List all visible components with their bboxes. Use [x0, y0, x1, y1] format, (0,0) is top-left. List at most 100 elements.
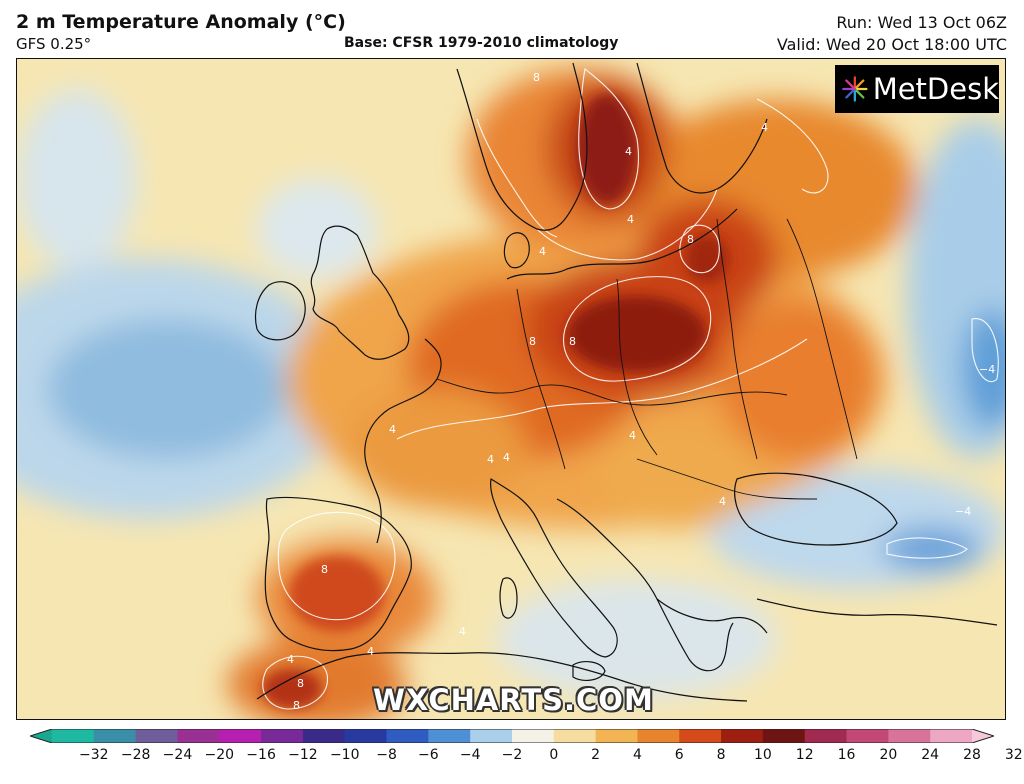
- contour-central-4: [396, 338, 808, 440]
- contour-label: 4: [287, 653, 294, 666]
- contour-label: 8: [529, 335, 536, 348]
- balkans-warm: [597, 429, 757, 529]
- belarus-hot-core: [685, 235, 729, 283]
- color-scale-segment: [344, 729, 388, 743]
- contour-baltic-4: [536, 188, 718, 261]
- color-scale-tick-label: 16: [837, 747, 856, 763]
- anomaly-map[interactable]: 8 4 4 8 8 4 8 4 4 4 4 4 8 −4 4 4 4 8 8 −…: [16, 58, 1006, 720]
- color-scale-tick-label: −6: [418, 747, 439, 763]
- color-scale-segment: [846, 729, 889, 743]
- contour-lines: [262, 67, 999, 710]
- finland-coast: [636, 62, 768, 194]
- color-scale-segment: [135, 729, 178, 743]
- sardinia-coast: [499, 577, 518, 619]
- black-sea-coast: [734, 472, 898, 546]
- border-line-3: [616, 278, 658, 456]
- poland-hot-core: [567, 296, 707, 372]
- color-scale-tip-right: [972, 729, 994, 743]
- metdesk-starburst-icon: [842, 76, 868, 102]
- contour-label: −4: [979, 363, 995, 376]
- color-scale-segment: [219, 729, 262, 743]
- color-scale-tick-label: 20: [879, 747, 898, 763]
- france-coast: [364, 338, 442, 544]
- color-scale-segment: [721, 729, 764, 743]
- contour-north-russia: [756, 98, 829, 194]
- color-scale-segment: [930, 729, 973, 743]
- contour-belarus: [679, 224, 720, 274]
- contour-label: 8: [297, 677, 304, 690]
- contour-label: 4: [761, 121, 768, 134]
- iberia-hot-core: [289, 556, 385, 632]
- contour-label: 4: [389, 423, 396, 436]
- color-scale-tick-label: 10: [753, 747, 772, 763]
- color-scale-segment: [637, 729, 680, 743]
- color-scale-segment: [261, 729, 304, 743]
- color-scale-segment: [177, 729, 220, 743]
- border-line-2: [516, 288, 566, 470]
- color-scale-tick-label: −8: [376, 747, 397, 763]
- contour-iberia: [277, 511, 396, 621]
- color-scale-tick-label: −16: [246, 747, 276, 763]
- contour-label: 4: [627, 213, 634, 226]
- metdesk-logo-text: MetDesk: [872, 72, 999, 106]
- color-scale-tick-label: 6: [674, 747, 684, 763]
- contour-label: 4: [367, 645, 374, 658]
- great-britain-coast: [310, 225, 410, 360]
- contour-sweden: [578, 67, 639, 210]
- russia-east-cool-core: [962, 309, 1005, 429]
- color-scale-tick-label: 32: [1004, 747, 1023, 763]
- color-scale-tick-label: −24: [162, 747, 193, 763]
- contour-label: 4: [539, 245, 546, 258]
- color-scale-tick-label: 28: [963, 747, 981, 763]
- color-scale-tick-label: 0: [549, 747, 559, 763]
- color-scale-tick-label: 2: [591, 747, 601, 763]
- color-scale-tick-label: −12: [288, 747, 318, 763]
- color-scale-tick-label: 12: [795, 747, 814, 763]
- color-scale-segment: [52, 729, 95, 743]
- contour-label: 8: [321, 563, 328, 576]
- contour-label: 4: [503, 451, 510, 464]
- scandinavia-coast: [456, 62, 588, 231]
- iberia-coast: [264, 496, 412, 652]
- ireland-coast: [254, 281, 306, 341]
- border-line-6: [786, 218, 858, 460]
- border-line-4: [716, 218, 758, 460]
- color-scale-tick-label: 4: [632, 747, 642, 763]
- morocco-hot-core: [262, 669, 322, 709]
- turkey-south-coast: [756, 598, 998, 626]
- contour-label: 4: [487, 453, 494, 466]
- contour-label: 8: [687, 233, 694, 246]
- north-atlantic-cool-2: [257, 179, 377, 279]
- contour-label: 4: [625, 145, 632, 158]
- sicily-coast: [572, 661, 606, 681]
- color-scale-segment: [595, 729, 638, 743]
- baltic-south-coast: [506, 208, 738, 280]
- border-line-5: [636, 458, 818, 500]
- color-scale-tick-label: −32: [79, 747, 109, 763]
- contour-scand-4: [476, 118, 558, 238]
- color-scale-segment: [386, 729, 429, 743]
- denmark-coast: [503, 232, 530, 269]
- north-atlantic-cool: [17, 89, 137, 269]
- contour-label: 8: [533, 71, 540, 84]
- contour-caucasus: [886, 537, 968, 559]
- atlantic-cool-core: [47, 319, 287, 459]
- sweden-hot-core: [577, 94, 637, 204]
- metdesk-logo: MetDesk: [835, 65, 999, 113]
- anomaly-hot-cores: [262, 94, 729, 709]
- valid-time-label: Valid: Wed 20 Oct 18:00 UTC: [776, 35, 1007, 54]
- color-scale-segment: [679, 729, 722, 743]
- color-scale-ticks: −32 −28 −24 −20 −16 −12 −10 −8 −6 −4 −2 0 2 4 6 8 10 12 16…: [0, 747, 1024, 767]
- color-scale-bar: [30, 729, 994, 743]
- italy-coast: [490, 478, 618, 658]
- mediterranean-cool: [497, 579, 777, 699]
- color-scale-segment: [804, 729, 848, 743]
- color-scale-segment: [762, 729, 806, 743]
- north-africa-coast: [256, 652, 748, 702]
- adriatic-east-coast: [556, 498, 734, 672]
- model-label: GFS 0.25°: [16, 35, 92, 53]
- color-scale-segment: [512, 729, 555, 743]
- contour-morocco: [262, 655, 329, 710]
- color-scale-tip-left: [30, 729, 52, 743]
- contour-label: −4: [955, 505, 971, 518]
